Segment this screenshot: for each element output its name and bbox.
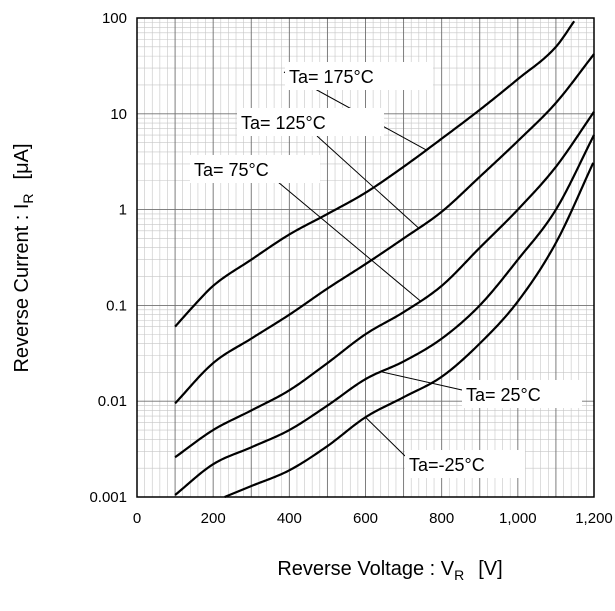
x-tick-label: 600 <box>353 510 378 527</box>
series-line <box>175 135 594 495</box>
y-axis-label-sub: R <box>20 193 36 203</box>
x-tick-label: 400 <box>277 510 302 527</box>
annotation-label: Ta= 25°C <box>466 385 541 405</box>
series-line <box>225 163 594 497</box>
series-lines <box>175 21 594 497</box>
x-tick-label: 800 <box>429 510 454 527</box>
y-tick-labels: 0.001 0.01 0.1 1 10 100 <box>89 10 127 506</box>
x-tick-label: 1,200 <box>575 510 613 527</box>
y-tick-label: 0.001 <box>89 489 127 506</box>
annotation-label: Ta= 125°C <box>241 113 326 133</box>
x-axis-label-unit: [V] <box>478 558 502 580</box>
annotation-label: Ta= 75°C <box>194 160 269 180</box>
x-tick-label: 0 <box>133 510 141 527</box>
x-axis-label-sub: R <box>454 567 464 583</box>
x-tick-labels: 0 200 400 600 800 1,000 1,200 <box>133 510 613 527</box>
annotation-label: Ta= 175°C <box>289 67 374 87</box>
y-tick-label: 100 <box>102 10 127 27</box>
y-axis-label-text: Reverse Current : I <box>11 204 33 373</box>
annotation-label: Ta=-25°C <box>409 455 485 475</box>
y-tick-label: 10 <box>110 106 127 123</box>
series-line <box>175 54 594 403</box>
x-axis-label: Reverse Voltage : VR [V] <box>277 558 502 583</box>
annotations: Ta= 175°C Ta= 125°C Ta= 75°C Ta= 25°C Ta=-25… <box>190 62 582 478</box>
x-tick-label: 200 <box>201 510 226 527</box>
x-tick-label: 1,000 <box>499 510 537 527</box>
y-tick-label: 0.01 <box>98 393 127 410</box>
annotation-leader <box>366 417 406 456</box>
y-axis-label: Reverse Current : IR [μA] <box>11 143 36 372</box>
y-tick-label: 0.1 <box>106 297 127 314</box>
x-axis-label-text: Reverse Voltage : V <box>277 558 454 580</box>
y-axis-label-unit: [μA] <box>11 143 33 179</box>
y-tick-label: 1 <box>119 202 127 219</box>
